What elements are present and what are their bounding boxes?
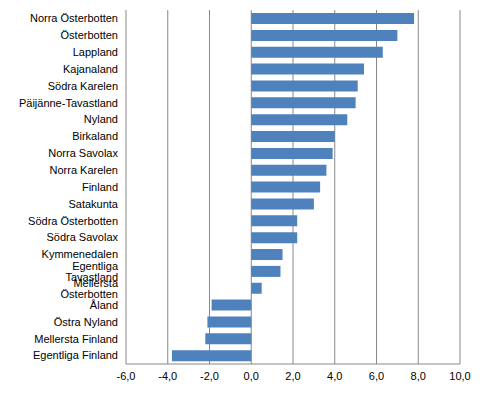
svg-text:MellerstaÖsterbotten: MellerstaÖsterbotten xyxy=(61,277,119,300)
svg-text:Egentliga Finland: Egentliga Finland xyxy=(33,349,118,361)
svg-text:6,0: 6,0 xyxy=(369,370,384,382)
svg-text:0,0: 0,0 xyxy=(244,370,259,382)
svg-text:4,0: 4,0 xyxy=(327,370,342,382)
svg-text:Nyland: Nyland xyxy=(84,113,118,125)
svg-text:Södra Savolax: Södra Savolax xyxy=(46,231,118,243)
svg-text:Kajanaland: Kajanaland xyxy=(63,63,118,75)
svg-text:Satakunta: Satakunta xyxy=(68,198,118,210)
svg-text:Södra Karelen: Södra Karelen xyxy=(48,80,118,92)
svg-text:-2,0: -2,0 xyxy=(200,370,219,382)
svg-text:Södra Österbotten: Södra Österbotten xyxy=(28,215,118,227)
svg-text:Norra Österbotten: Norra Österbotten xyxy=(30,12,118,24)
svg-text:Päijänne-Tavastland: Päijänne-Tavastland xyxy=(19,97,118,109)
svg-text:Kymmenedalen: Kymmenedalen xyxy=(42,248,118,260)
svg-text:Finland: Finland xyxy=(82,181,118,193)
svg-text:Norra Savolax: Norra Savolax xyxy=(48,147,118,159)
svg-text:Lappland: Lappland xyxy=(73,46,118,58)
svg-text:Mellersta Finland: Mellersta Finland xyxy=(34,333,118,345)
svg-text:Norra Karelen: Norra Karelen xyxy=(50,164,118,176)
svg-text:Östra Nyland: Östra Nyland xyxy=(54,316,118,328)
svg-text:2,0: 2,0 xyxy=(285,370,300,382)
svg-text:8,0: 8,0 xyxy=(411,370,426,382)
svg-text:Birkaland: Birkaland xyxy=(72,130,118,142)
svg-text:10,0: 10,0 xyxy=(449,370,470,382)
svg-text:Österbotten: Österbotten xyxy=(61,29,118,41)
svg-text:-4,0: -4,0 xyxy=(158,370,177,382)
svg-text:Åland: Åland xyxy=(90,299,118,311)
svg-text:-6,0: -6,0 xyxy=(117,370,136,382)
